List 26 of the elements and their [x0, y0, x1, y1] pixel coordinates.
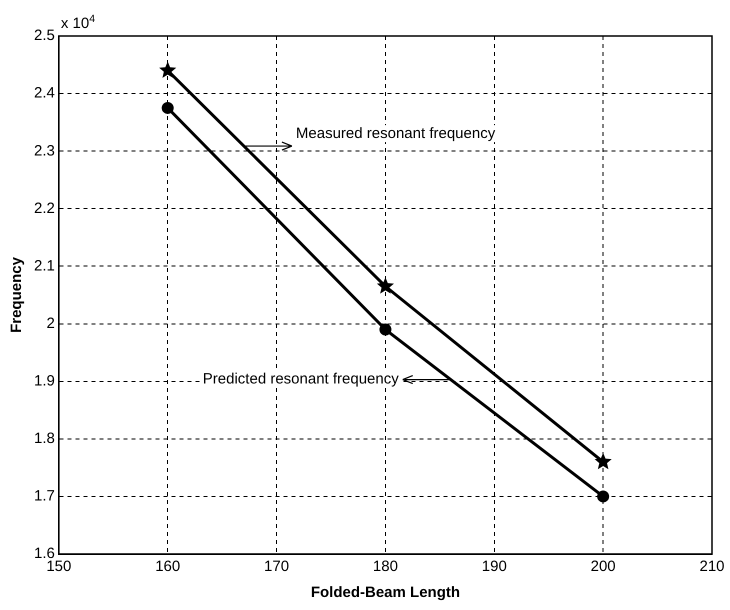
y-tick-label: 2.1	[34, 257, 55, 274]
y-tick-label: 1.8	[34, 430, 55, 448]
x-tick-label: 200	[590, 558, 616, 576]
x-tick-label: 190	[482, 558, 507, 576]
y-tick-label: 2	[46, 314, 55, 332]
point	[594, 452, 612, 470]
y-tick-label: 2.5	[34, 27, 55, 44]
y-tick-label: 1.7	[34, 488, 55, 505]
y-axis-title: Frequency	[8, 256, 26, 333]
x-tick-label: 210	[699, 558, 725, 576]
point	[162, 102, 174, 114]
x-axis-title: Folded-Beam Length	[310, 584, 460, 602]
point	[379, 324, 392, 336]
y-tick-label: 2.2	[34, 200, 55, 217]
point	[597, 490, 610, 502]
legend-label: Measured resonant frequency	[296, 125, 496, 142]
point	[159, 62, 176, 78]
x-tick-label: 180	[372, 558, 398, 576]
x-tick-label: 160	[155, 558, 180, 576]
x-tick-label: 170	[264, 558, 290, 576]
y-tick-label: 2.4	[34, 84, 55, 102]
series-label: Predicted resonant frequency	[202, 370, 400, 388]
y-tick-label: 1.9	[34, 372, 55, 390]
x-tick-label: 150	[46, 558, 72, 576]
y-tick-label: 2.3	[34, 142, 55, 160]
point	[376, 277, 394, 294]
